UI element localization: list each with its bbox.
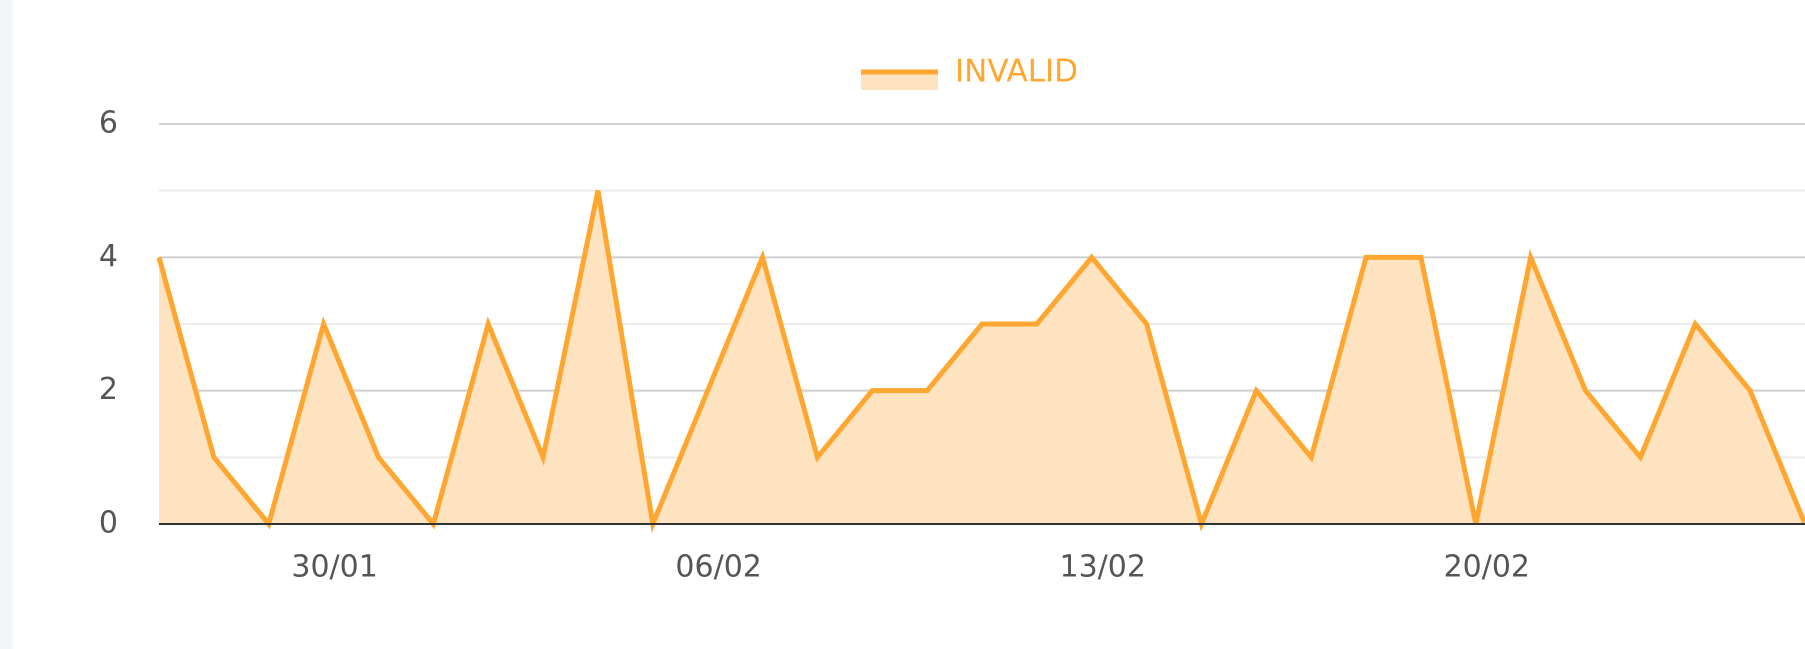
y-tick-label: 6	[99, 106, 118, 141]
y-tick-label: 2	[99, 372, 118, 407]
x-tick-label: 13/02	[1059, 550, 1145, 585]
legend-swatch	[861, 72, 938, 90]
y-tick-label: 4	[99, 239, 118, 274]
x-tick-label: 30/01	[291, 550, 377, 585]
y-tick-label: 0	[99, 506, 118, 541]
x-tick-label: 20/02	[1444, 550, 1530, 585]
legend-label: INVALID	[955, 54, 1078, 90]
side-panel	[0, 0, 13, 649]
area-fill	[159, 190, 1805, 524]
x-tick-label: 06/02	[675, 550, 761, 585]
